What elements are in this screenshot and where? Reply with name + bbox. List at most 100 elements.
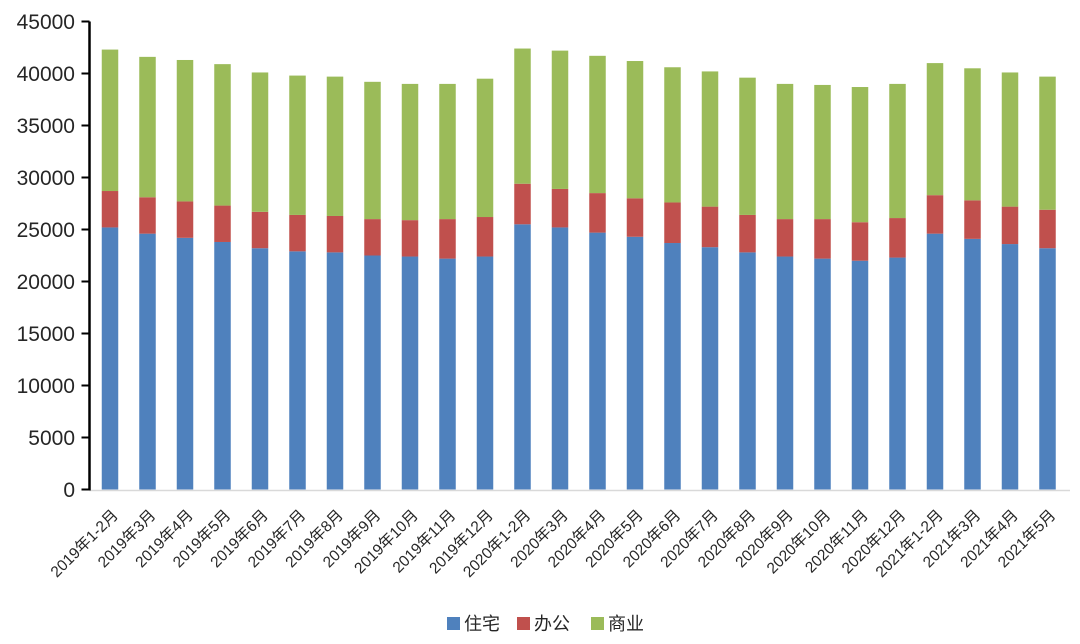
bar-segment-office-23 [964, 200, 981, 239]
bar-stack-22 [926, 63, 944, 490]
bar-segment-commercial-4 [251, 72, 269, 212]
bar-stack-23 [964, 68, 981, 490]
bar-segment-residential-23 [964, 238, 981, 490]
bar-segment-office-14 [626, 198, 644, 237]
bar-segment-commercial-9 [439, 83, 456, 220]
legend-label-office: 办公 [534, 614, 570, 634]
bar-segment-commercial-17 [739, 77, 756, 215]
bar-segment-commercial-12 [551, 50, 569, 189]
bar-segment-commercial-1 [139, 56, 156, 198]
bar-segment-residential-1 [139, 233, 156, 490]
bar-stack-11 [514, 48, 531, 490]
bar-segment-residential-22 [926, 233, 944, 490]
bar-segment-office-24 [1001, 206, 1019, 245]
bar-segment-residential-12 [551, 227, 569, 490]
bar-stack-0 [101, 49, 119, 490]
legend-item-office: 办公 [517, 614, 570, 634]
bar-segment-residential-11 [514, 224, 531, 490]
bar-segment-commercial-16 [701, 71, 719, 207]
bar-stack-18 [776, 83, 794, 490]
x-axis: 2019年1-2月2019年3月2019年4月2019年5月2019年6月201… [47, 506, 1059, 581]
bar-segment-office-4 [251, 211, 269, 249]
bar-segment-office-15 [664, 202, 681, 244]
y-tick-label: 15000 [17, 323, 75, 346]
bar-stack-15 [664, 67, 681, 490]
bar-segment-office-18 [776, 219, 794, 257]
bar-segment-commercial-23 [964, 68, 981, 201]
bar-segment-residential-14 [626, 236, 644, 490]
bar-segment-residential-6 [326, 252, 344, 490]
bar-stack-9 [439, 83, 456, 490]
bar-stack-14 [626, 61, 644, 490]
bar-segment-residential-25 [1039, 248, 1056, 490]
chart-legend: 住宅 办公 商业 [447, 614, 644, 634]
bar-stack-10 [476, 78, 494, 490]
bar-segment-commercial-19 [814, 84, 831, 220]
bar-segment-office-16 [701, 206, 719, 248]
bar-stack-4 [251, 72, 269, 490]
bar-segment-commercial-3 [214, 64, 231, 206]
bar-segment-commercial-0 [101, 49, 119, 192]
legend-swatch-residential [447, 617, 460, 630]
bar-segment-office-0 [101, 191, 119, 228]
bar-stack-1 [139, 56, 156, 490]
bar-stack-19 [814, 84, 831, 490]
bar-segment-office-13 [589, 193, 606, 233]
bar-segment-commercial-11 [514, 48, 531, 184]
bar-segment-office-6 [326, 215, 344, 253]
legend-label-residential: 住宅 [464, 614, 500, 634]
bar-segment-office-25 [1039, 209, 1056, 249]
bar-segment-commercial-2 [176, 59, 194, 202]
legend-swatch-commercial [591, 617, 604, 630]
bar-stack-16 [701, 71, 719, 490]
bar-segment-residential-20 [851, 260, 869, 490]
bar-segment-commercial-14 [626, 61, 644, 199]
y-tick-label: 10000 [17, 375, 75, 398]
bar-stack-7 [364, 81, 381, 490]
bar-segment-office-8 [401, 220, 419, 257]
bar-segment-office-12 [551, 188, 569, 228]
bar-stack-12 [551, 50, 569, 490]
legend-item-residential: 住宅 [447, 614, 500, 634]
bar-segment-residential-21 [889, 257, 906, 490]
bar-segment-office-11 [514, 183, 531, 225]
bar-segment-office-22 [926, 195, 944, 234]
y-tick-label: 30000 [17, 167, 75, 190]
bar-segment-commercial-10 [476, 78, 494, 218]
bar-segment-commercial-18 [776, 83, 794, 220]
legend-item-commercial: 商业 [591, 614, 644, 634]
bar-segment-office-5 [289, 214, 306, 252]
bar-segment-residential-18 [776, 256, 794, 490]
bar-segment-residential-4 [251, 248, 269, 490]
bar-segment-office-21 [889, 218, 906, 258]
bar-stack-6 [326, 76, 344, 490]
bar-segment-residential-17 [739, 252, 756, 490]
bar-segment-office-2 [176, 201, 194, 238]
y-tick-label: 20000 [17, 271, 75, 294]
bar-segment-residential-5 [289, 251, 306, 490]
bar-stack-24 [1001, 72, 1019, 490]
bar-stack-3 [214, 64, 231, 490]
legend-swatch-office [517, 617, 530, 630]
y-axis: 0 5000 10000 15000 20000 25000 30000 35000 40000… [17, 11, 90, 502]
y-tick-label: 25000 [17, 219, 75, 242]
bar-segment-office-7 [364, 219, 381, 256]
bar-segment-commercial-20 [851, 87, 869, 223]
bar-segment-commercial-25 [1039, 76, 1056, 210]
y-tick-label: 5000 [28, 427, 75, 450]
bar-segment-residential-15 [664, 243, 681, 490]
bar-segment-residential-13 [589, 232, 606, 490]
y-tick-label: 40000 [17, 63, 75, 86]
bar-segment-commercial-8 [401, 83, 419, 221]
bar-stack-21 [889, 83, 906, 490]
bar-segment-residential-19 [814, 258, 831, 490]
bar-segment-commercial-15 [664, 67, 681, 203]
bar-segment-residential-0 [101, 227, 119, 490]
bar-stack-25 [1039, 76, 1056, 490]
bar-segment-commercial-7 [364, 81, 381, 220]
bar-segment-office-19 [814, 219, 831, 259]
bar-segment-office-1 [139, 197, 156, 234]
bar-stack-2 [176, 59, 194, 490]
bar-segment-residential-8 [401, 256, 419, 490]
